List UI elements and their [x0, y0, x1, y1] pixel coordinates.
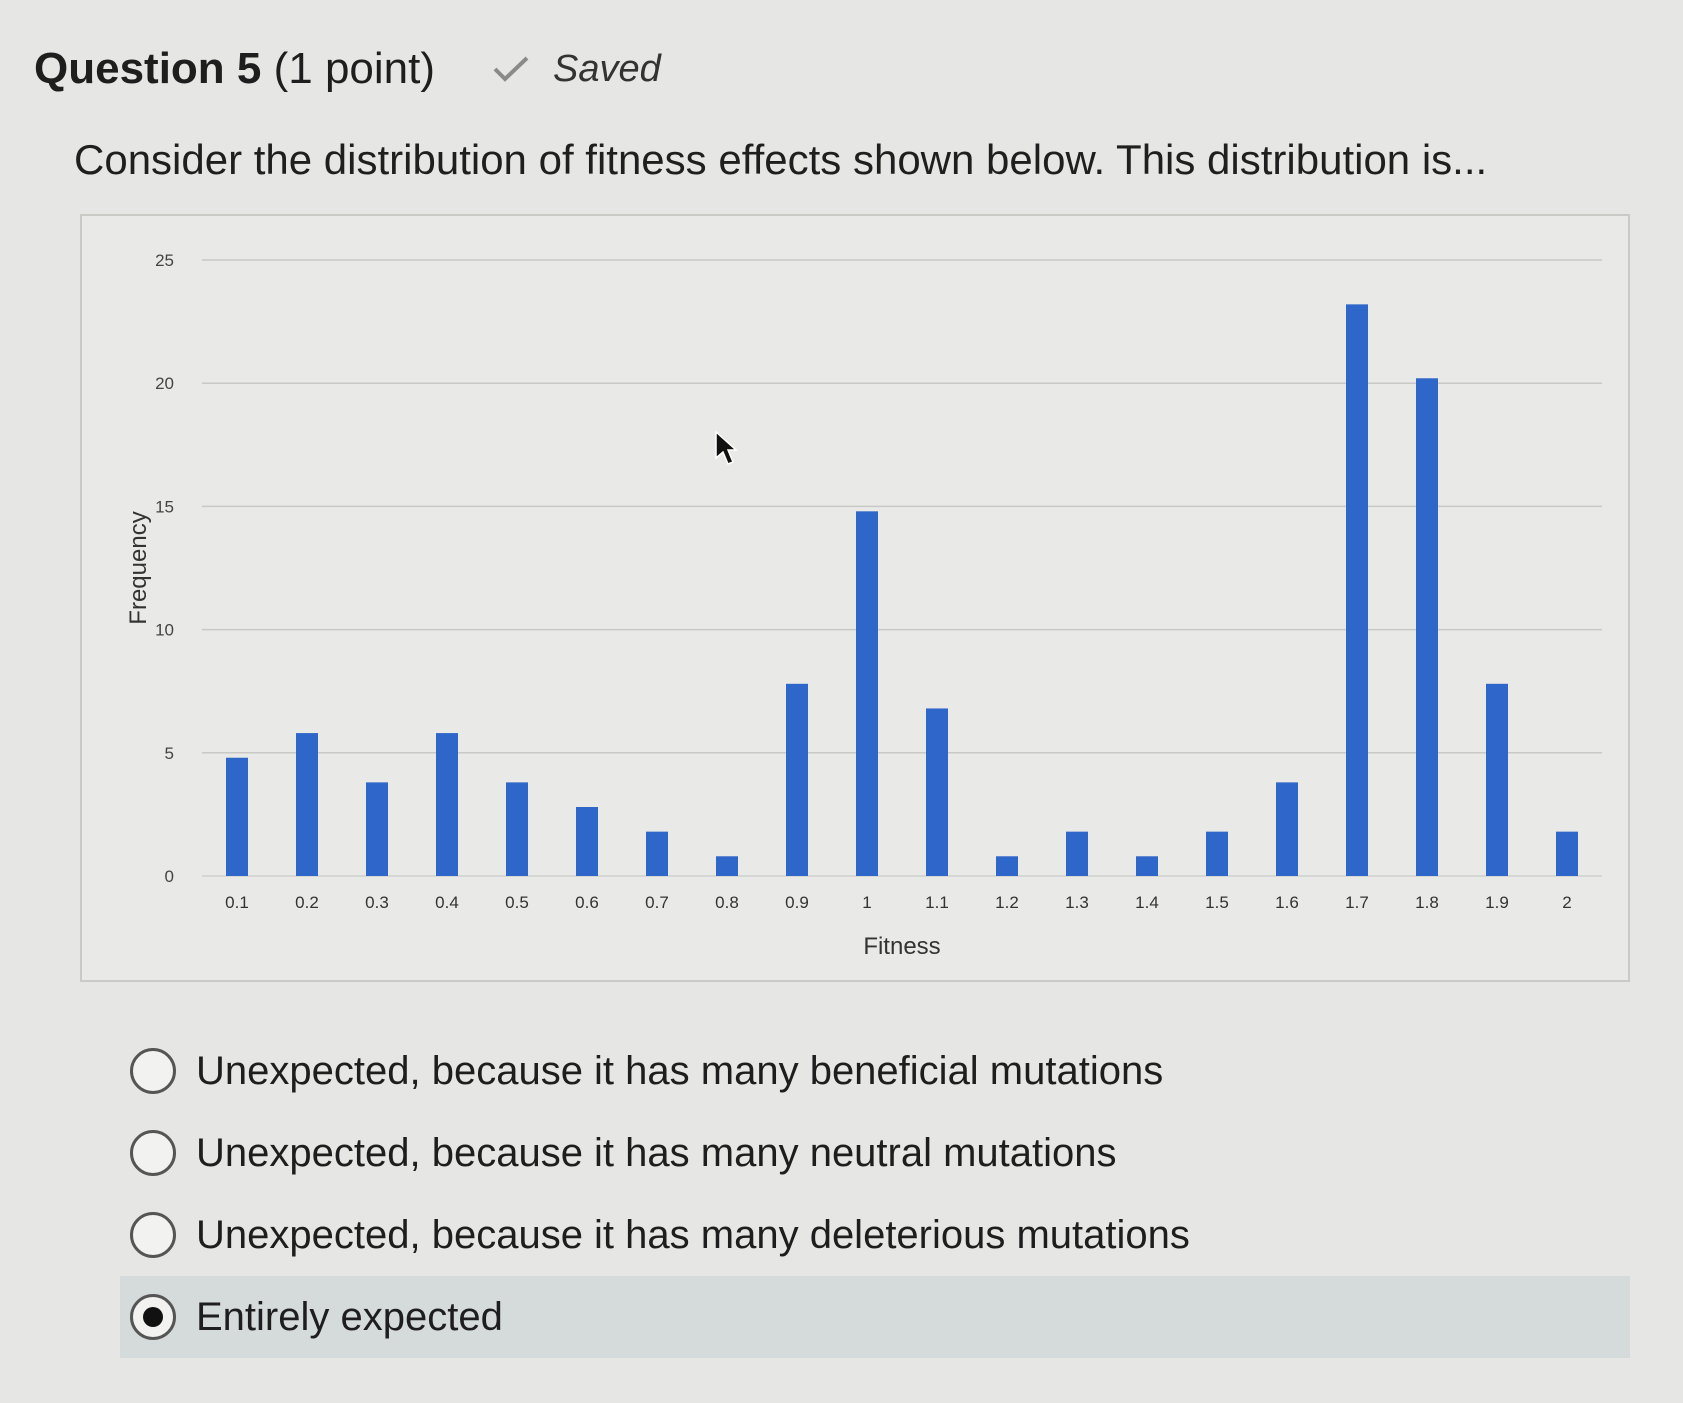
x-axis-title: Fitness — [863, 933, 940, 960]
answer-option-label: Unexpected, because it has many neutral … — [196, 1130, 1117, 1175]
radio-dot-icon — [143, 1307, 163, 1327]
bar — [856, 511, 878, 876]
bar — [1066, 831, 1088, 876]
bar — [366, 782, 388, 876]
x-tick-label: 1.9 — [1485, 893, 1509, 912]
bar — [226, 757, 248, 876]
answer-options: Unexpected, because it has many benefici… — [120, 1030, 1630, 1358]
y-tick-label: 20 — [155, 374, 174, 393]
bar — [1206, 831, 1228, 876]
bar — [646, 831, 668, 876]
x-tick-label: 0.3 — [365, 893, 389, 912]
bar — [716, 856, 738, 876]
bar — [1136, 856, 1158, 876]
cursor-icon — [715, 430, 738, 465]
answer-option[interactable]: Unexpected, because it has many benefici… — [120, 1030, 1630, 1112]
saved-status: Saved — [553, 47, 661, 90]
x-tick-label: 0.5 — [505, 893, 529, 912]
x-tick-label: 1.5 — [1205, 893, 1229, 912]
y-tick-label: 15 — [155, 497, 174, 516]
y-tick-label: 25 — [155, 251, 174, 270]
x-tick-label: 0.7 — [645, 893, 669, 912]
question-header: Question 5 (1 point) Saved — [34, 44, 661, 94]
y-axis-title: Frequency — [125, 511, 152, 624]
x-tick-label: 1.6 — [1275, 893, 1299, 912]
saved-indicator: Saved — [491, 48, 661, 91]
answer-option-label: Unexpected, because it has many deleteri… — [196, 1212, 1190, 1257]
x-tick-label: 0.4 — [435, 893, 459, 912]
x-tick-label: 0.8 — [715, 893, 739, 912]
radio-button[interactable] — [130, 1048, 176, 1094]
x-tick-label: 1.1 — [925, 893, 949, 912]
bar — [1416, 378, 1438, 876]
question-title: Question 5 (1 point) — [34, 44, 435, 94]
x-tick-label: 2 — [1562, 893, 1571, 912]
chart-container: 0 5 10 15 20 25 0.1 0.2 0.3 0.4 0.5 0.6 0.7 0.8 0.9 1 1.… — [80, 214, 1630, 982]
answer-option[interactable]: Entirely expected — [120, 1276, 1630, 1358]
answer-option[interactable]: Unexpected, because it has many neutral … — [120, 1112, 1630, 1194]
bar — [786, 683, 808, 876]
x-tick-label: 1 — [862, 893, 871, 912]
radio-button-selected[interactable] — [130, 1294, 176, 1340]
radio-button[interactable] — [130, 1130, 176, 1176]
x-tick-label: 0.9 — [785, 893, 809, 912]
answer-option[interactable]: Unexpected, because it has many deleteri… — [120, 1194, 1630, 1276]
x-tick-label: 1.2 — [995, 893, 1019, 912]
bar — [436, 733, 458, 876]
x-tick-label: 1.4 — [1135, 893, 1159, 912]
bar — [1276, 782, 1298, 876]
x-tick-label: 0.6 — [575, 893, 599, 912]
fitness-histogram: 0 5 10 15 20 25 0.1 0.2 0.3 0.4 0.5 0.6 0.7 0.8 0.9 1 1.… — [125, 251, 1602, 960]
answer-option-label: Unexpected, because it has many benefici… — [196, 1048, 1164, 1093]
bar — [1556, 831, 1578, 876]
question-points: (1 point) — [273, 44, 436, 93]
x-tick-label: 1.3 — [1065, 893, 1089, 912]
bar — [296, 733, 318, 876]
bar — [506, 782, 528, 876]
bar — [1486, 683, 1508, 876]
y-tick-label: 0 — [165, 867, 174, 886]
bar — [576, 807, 598, 876]
x-tick-label: 1.7 — [1345, 893, 1369, 912]
question-prompt: Consider the distribution of fitness eff… — [74, 136, 1488, 183]
radio-button[interactable] — [130, 1212, 176, 1258]
x-tick-label: 0.2 — [295, 893, 319, 912]
bar — [926, 708, 948, 876]
bar — [996, 856, 1018, 876]
answer-option-label: Entirely expected — [196, 1294, 503, 1339]
y-tick-label: 5 — [165, 744, 174, 763]
x-tick-label: 0.1 — [225, 893, 249, 912]
y-tick-label: 10 — [155, 621, 174, 640]
question-number: Question 5 — [34, 44, 262, 93]
x-tick-label: 1.8 — [1415, 893, 1439, 912]
bar — [1346, 304, 1368, 876]
check-icon — [493, 56, 529, 82]
